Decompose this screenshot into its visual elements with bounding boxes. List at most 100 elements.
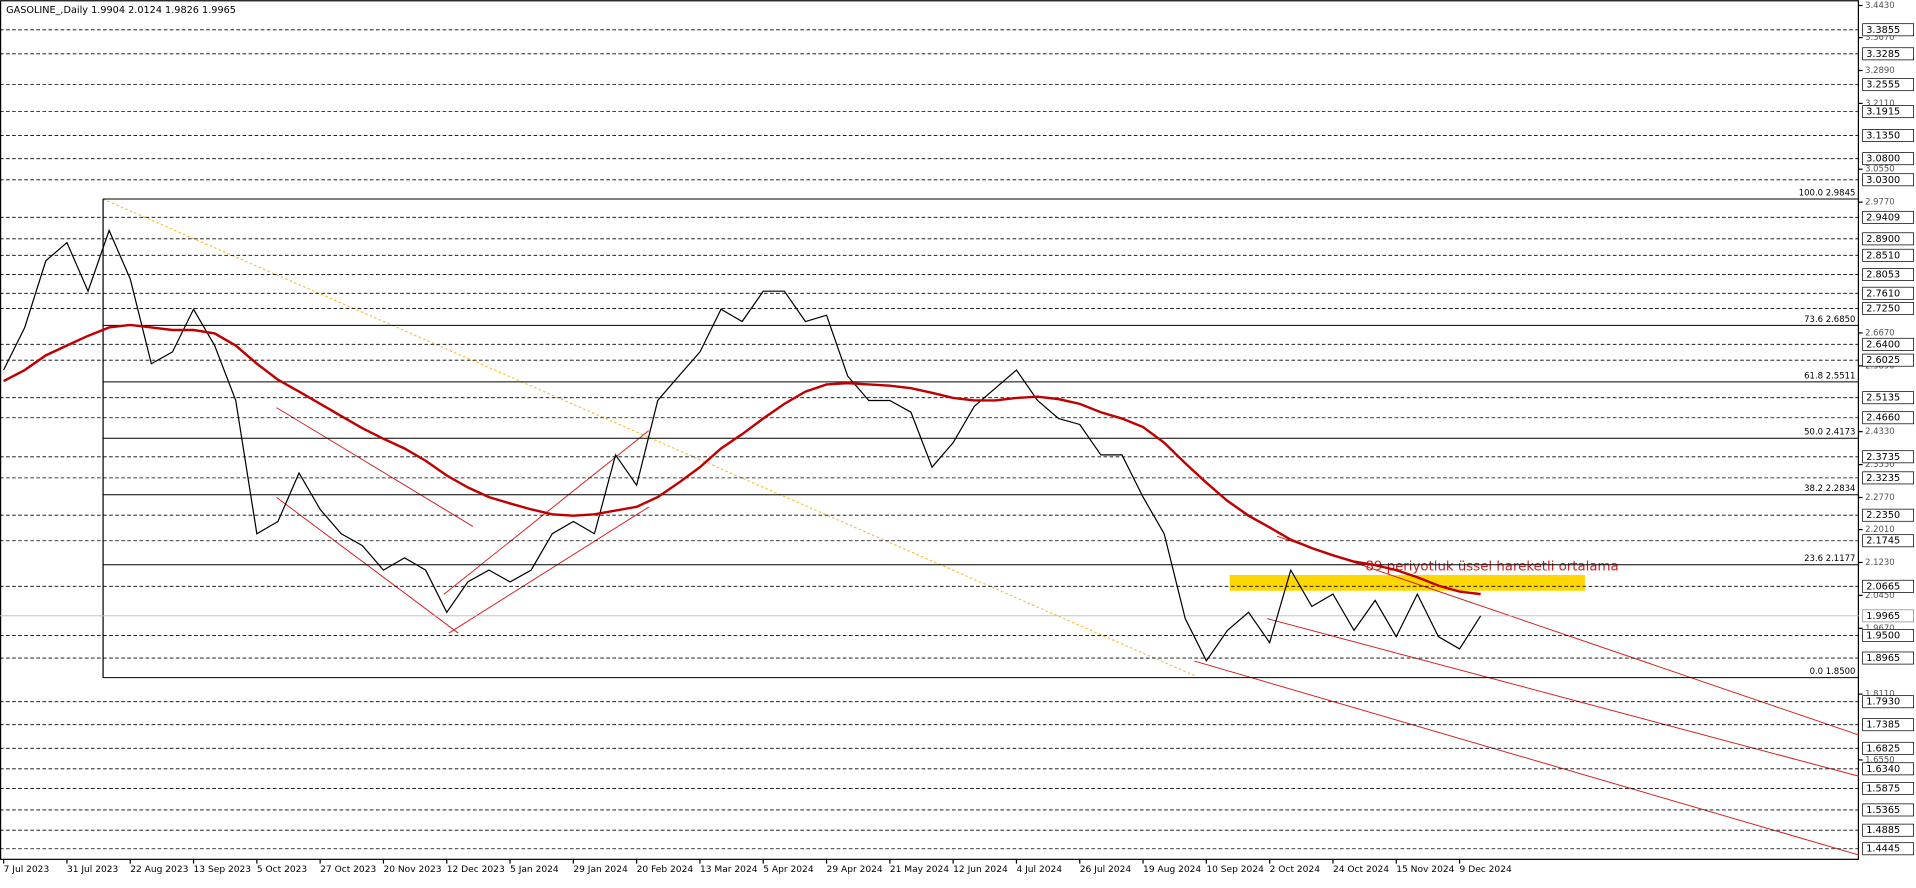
- level-label-box: [1862, 286, 1914, 300]
- level-label: 1.5365: [1866, 805, 1900, 816]
- level-label-box: [1862, 411, 1914, 425]
- y-tick-label: 3.4430: [1865, 0, 1895, 10]
- level-label-box: [1862, 23, 1914, 37]
- level-label: 2.4660: [1866, 413, 1900, 424]
- x-tick-label: 21 May 2024: [890, 865, 949, 875]
- x-tick-label: 19 Aug 2024: [1143, 865, 1201, 875]
- level-label-box: [1862, 210, 1914, 224]
- y-tick-label: 1.8110: [1865, 689, 1895, 699]
- y-tick-label: 3.2110: [1865, 98, 1895, 108]
- y-tick-label: 1.6550: [1865, 754, 1895, 764]
- x-tick-label: 24 Oct 2024: [1333, 865, 1389, 875]
- level-label: 3.1915: [1866, 107, 1900, 118]
- x-tick-label: 10 Sep 2024: [1206, 865, 1264, 875]
- level-label-box: [1862, 353, 1914, 367]
- x-tick-label: 20 Feb 2024: [637, 865, 694, 875]
- level-label-box: [1862, 471, 1914, 485]
- level-label-box: [1862, 391, 1914, 405]
- level-label: 3.3855: [1866, 25, 1900, 36]
- level-label: 2.8510: [1866, 250, 1900, 261]
- x-tick-label: 4 Jul 2024: [1016, 865, 1062, 875]
- level-label-box: [1862, 268, 1914, 282]
- level-label-box: [1862, 302, 1914, 315]
- level-label-box: [1862, 450, 1914, 464]
- x-tick-label: 27 Oct 2023: [320, 865, 376, 875]
- x-tick-label: 22 Aug 2023: [130, 865, 188, 875]
- x-tick-label: 15 Nov 2024: [1396, 865, 1454, 875]
- level-label: 1.4445: [1866, 844, 1900, 855]
- y-tick-label: 2.6670: [1865, 327, 1895, 337]
- last-price-label: 1.9965: [1866, 611, 1900, 622]
- y-tick-label: 3.3670: [1865, 32, 1895, 42]
- level-label: 2.7610: [1866, 288, 1900, 299]
- level-label-box: [1862, 232, 1914, 246]
- channel-line: [276, 407, 474, 527]
- x-tick-label: 20 Nov 2023: [383, 865, 441, 875]
- level-label-box: [1862, 534, 1914, 548]
- level-label: 1.6825: [1866, 743, 1900, 754]
- fib-label: 38.2 2.2834: [1804, 483, 1855, 493]
- level-label-box: [1862, 47, 1914, 61]
- level-label: 3.0800: [1866, 154, 1900, 165]
- channel-line: [448, 506, 650, 634]
- level-label: 2.3735: [1866, 452, 1900, 463]
- level-label: 3.2555: [1866, 80, 1900, 91]
- fib-label: 50.0 2.4173: [1804, 427, 1855, 437]
- x-tick-label: 9 Dec 2024: [1460, 865, 1512, 875]
- y-tick-label: 3.2890: [1865, 65, 1895, 75]
- annotation: 89 periyotluk üssel hareketli ortalama: [1365, 559, 1618, 574]
- level-label: 3.1350: [1866, 130, 1900, 141]
- x-tick-label: 31 Jul 2023: [67, 865, 119, 875]
- level-label-box: [1862, 579, 1914, 593]
- level-label-box: [1862, 842, 1914, 856]
- level-label-box: [1862, 78, 1914, 92]
- y-tick-label: 3.0550: [1865, 164, 1895, 174]
- level-label-box: [1862, 781, 1914, 795]
- y-tick-label: 2.3550: [1865, 459, 1895, 469]
- channel-line: [276, 496, 459, 634]
- level-label-box: [1862, 741, 1914, 755]
- level-label: 3.3285: [1866, 49, 1900, 60]
- fib-label: 61.8 2.5511: [1804, 370, 1855, 380]
- level-label: 1.5875: [1866, 783, 1900, 794]
- level-label: 1.8965: [1866, 653, 1900, 664]
- level-label: 2.8053: [1866, 270, 1900, 281]
- x-tick-label: 26 Jul 2024: [1080, 865, 1132, 875]
- y-tick-label: 2.1230: [1865, 557, 1895, 567]
- x-tick-label: 13 Mar 2024: [700, 865, 758, 875]
- level-label: 1.4885: [1866, 825, 1900, 836]
- plot-frame: [0, 0, 1860, 860]
- level-label-box: [1862, 173, 1914, 187]
- y-tick-label: 2.9770: [1865, 197, 1895, 207]
- level-label-box: [1862, 718, 1914, 732]
- level-label-box: [1862, 508, 1914, 522]
- level-label-box: [1862, 105, 1914, 119]
- x-tick-label: 2 Oct 2024: [1270, 865, 1321, 875]
- fib-label: 0.0 1.8500: [1810, 666, 1856, 676]
- x-tick-label: 5 Oct 2023: [257, 865, 308, 875]
- y-tick-label: 2.0450: [1865, 590, 1895, 600]
- x-tick-label: 5 Jan 2024: [510, 865, 559, 875]
- price-line: [3, 228, 1482, 663]
- level-label: 1.6340: [1866, 764, 1900, 775]
- y-tick-label: 2.4330: [1865, 426, 1895, 436]
- resistance-zone: [1229, 574, 1585, 591]
- x-tick-label: 5 Apr 2024: [763, 865, 814, 875]
- y-tick-label: 2.2770: [1865, 492, 1895, 502]
- level-label-box: [1862, 651, 1914, 665]
- level-label: 3.0300: [1866, 175, 1900, 186]
- y-tick-label: 2.2010: [1865, 524, 1895, 534]
- level-label: 2.8900: [1866, 234, 1900, 245]
- fib-label: 100.0 2.9845: [1799, 187, 1856, 197]
- level-label: 2.1745: [1866, 536, 1900, 547]
- level-label: 2.0665: [1866, 581, 1900, 592]
- level-label-box: [1862, 803, 1914, 817]
- level-label-box: [1862, 129, 1914, 142]
- level-label: 2.7250: [1866, 303, 1900, 314]
- level-label: 2.9409: [1866, 212, 1900, 223]
- level-label-box: [1862, 152, 1914, 166]
- level-label: 2.6025: [1866, 355, 1900, 366]
- level-label-box: [1862, 695, 1914, 709]
- level-label: 2.5135: [1866, 393, 1900, 404]
